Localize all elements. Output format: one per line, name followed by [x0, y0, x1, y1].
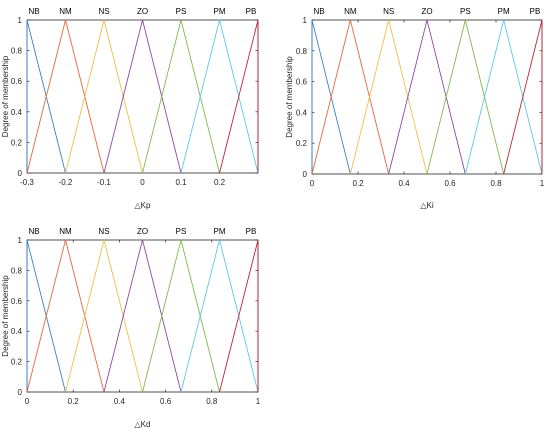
ki-membership-chart: 0 0.2 0.4 0.6 0.8 1 0 0.2 0.4 0.6 0.8 1 NB NM NS ZO PS PM… — [285, 7, 545, 210]
membership-label-zo: ZO — [137, 7, 148, 16]
y-tick-label: 0.2 — [296, 139, 308, 148]
y-tick-label: 0.4 — [296, 108, 308, 117]
membership-label-pm: PM — [214, 7, 226, 16]
series-line-zo — [388, 19, 466, 175]
membership-label-nb: NB — [28, 227, 39, 236]
y-axis-label: Degree of membership — [285, 56, 294, 138]
x-tick-label: 0.8 — [490, 179, 502, 188]
membership-label-ns: NS — [98, 227, 109, 236]
y-tick-label: 0.8 — [296, 47, 308, 56]
y-tick-label: 0 — [18, 388, 23, 397]
x-tick-label: -0.3 — [20, 178, 34, 187]
x-tick-label: -0.2 — [59, 178, 73, 187]
x-axis-label: △Kd — [135, 420, 151, 429]
membership-label-ps: PS — [460, 7, 471, 16]
series-line-pm — [180, 239, 259, 393]
y-tick-label: 0 — [18, 169, 23, 178]
y-tick-label: 0.6 — [11, 297, 23, 306]
x-tick-label: 0 — [140, 178, 145, 187]
y-tick-label: 1 — [18, 236, 23, 245]
series-line-nm — [26, 19, 105, 174]
kp-membership-chart: -0.3 -0.2 -0.1 0 0.1 0.2 0 0.2 0.4 0.6 0.8 1 NB NM NS Z… — [1, 7, 259, 210]
x-axis-label: △Ki — [420, 201, 433, 210]
membership-label-pm: PM — [213, 227, 225, 236]
x-tick-label: 0.8 — [206, 397, 218, 406]
x-tick-label: 0.4 — [398, 179, 410, 188]
x-axis-label: △Kp — [135, 201, 151, 210]
membership-label-pb: PB — [246, 7, 257, 16]
series-line-zo — [103, 19, 182, 174]
x-tick-label: -0.1 — [97, 178, 111, 187]
axes-frame — [26, 239, 259, 393]
membership-label-nm: NM — [59, 7, 72, 16]
y-tick-label: 0.8 — [11, 47, 23, 56]
y-tick-label: 1 — [18, 16, 23, 25]
x-tick-label: 0.2 — [68, 397, 80, 406]
series-line-pm — [180, 19, 259, 174]
x-tick-label: 0.2 — [214, 178, 226, 187]
membership-label-nm: NM — [59, 227, 72, 236]
series-line-pb — [219, 19, 259, 174]
membership-label-pm: PM — [498, 7, 510, 16]
y-tick-label: 0 — [303, 170, 308, 179]
x-tick-label: 1 — [540, 179, 545, 188]
membership-label-nb: NB — [28, 7, 39, 16]
membership-label-nb: NB — [313, 7, 324, 16]
x-tick-label: 0.4 — [114, 397, 126, 406]
series-line-pb — [219, 239, 259, 393]
membership-label-zo: ZO — [137, 227, 148, 236]
series-line-pb — [503, 19, 543, 175]
series-line-ps — [142, 19, 220, 174]
membership-label-pb: PB — [530, 7, 541, 16]
series-line-ps — [426, 19, 505, 175]
y-tick-label: 0.2 — [11, 358, 23, 367]
membership-label-ps: PS — [176, 7, 187, 16]
membership-label-ps: PS — [176, 227, 187, 236]
y-tick-label: 1 — [303, 16, 308, 25]
series-line-nb — [311, 19, 351, 175]
y-tick-label: 0.2 — [11, 138, 23, 147]
membership-label-pb: PB — [246, 227, 257, 236]
membership-label-nm: NM — [344, 7, 357, 16]
x-tick-label: 1 — [256, 397, 261, 406]
x-tick-label: 0.1 — [175, 178, 187, 187]
series-line-nm — [26, 239, 105, 393]
series-line-ns — [65, 19, 143, 174]
series-line-ns — [65, 239, 143, 393]
y-axis-label: Degree of membership — [1, 275, 10, 357]
series-line-ps — [142, 239, 220, 393]
axes-frame — [26, 19, 259, 174]
x-tick-label: 0.6 — [444, 179, 456, 188]
y-tick-label: 0.4 — [11, 108, 23, 117]
series-line-pm — [464, 19, 543, 175]
series-line-nb — [26, 239, 66, 393]
series-line-zo — [103, 239, 182, 393]
y-tick-label: 0.4 — [11, 327, 23, 336]
series-line-ns — [349, 19, 428, 175]
series-line-nb — [26, 19, 66, 174]
membership-label-ns: NS — [383, 7, 394, 16]
x-tick-label: 0.2 — [352, 179, 364, 188]
y-tick-label: 0.8 — [11, 266, 23, 275]
x-tick-label: 0 — [310, 179, 315, 188]
membership-label-zo: ZO — [421, 7, 432, 16]
series-line-nm — [311, 19, 390, 175]
axes-frame — [311, 19, 543, 175]
x-tick-label: 0 — [25, 397, 30, 406]
y-tick-label: 0.6 — [11, 77, 23, 86]
x-tick-label: 0.6 — [160, 397, 172, 406]
kd-membership-chart: 0 0.2 0.4 0.6 0.8 1 0 0.2 0.4 0.6 0.8 1 NB NM NS ZO PS PM… — [1, 227, 261, 429]
y-tick-label: 0.6 — [296, 78, 308, 87]
membership-label-ns: NS — [98, 7, 109, 16]
y-axis-label: Degree of membership — [1, 55, 10, 137]
